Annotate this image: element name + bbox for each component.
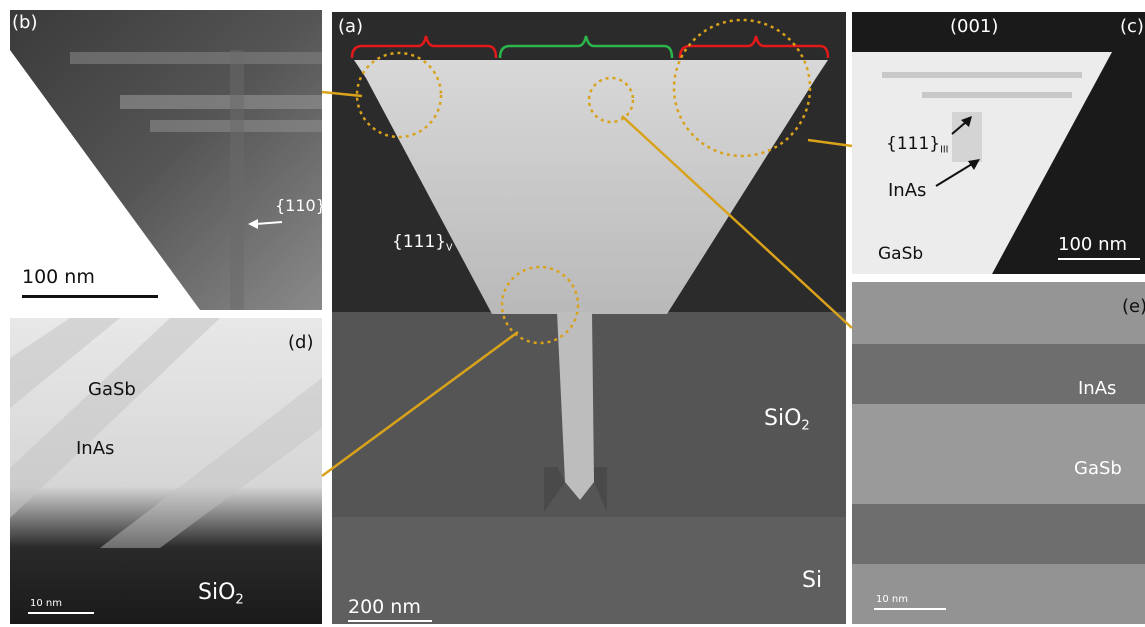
panel-a-substrate-label: Si [802, 568, 823, 593]
panel-b-label: (b) [12, 12, 38, 33]
panel-c-label: (c) [1120, 16, 1144, 37]
panel-d-material-2: InAs [76, 438, 115, 459]
panel-a-oxide-text: SiO [764, 406, 802, 431]
panel-b-scalebar [22, 295, 158, 298]
panel-e-scalebar [874, 608, 946, 610]
panel-a-oxide-label: SiO2 [764, 406, 810, 434]
panel-d-material-1: GaSb [88, 379, 136, 400]
panel-d-scalebar-label: 10 nm [30, 598, 62, 609]
panel-d-oxide-text: SiO [198, 580, 236, 605]
panel-c: (001) (c) {111}III InAs GaSb 100 nm [852, 12, 1145, 274]
panel-e-image [852, 282, 1145, 624]
panel-b-image [10, 10, 322, 310]
panel-c-scalebar-label: 100 nm [1058, 234, 1128, 255]
panel-a-label: (a) [338, 16, 364, 37]
panel-a: (a) {111}V SiO2 Si 200 nm [332, 12, 846, 624]
panel-c-facet-label: {111}III [886, 134, 948, 155]
panel-c-image [852, 12, 1145, 274]
panel-d: (d) GaSb InAs SiO2 10 nm [10, 318, 322, 624]
panel-a-facet-label: {111}V [392, 232, 453, 253]
panel-d-oxide-label: SiO2 [198, 580, 244, 608]
panel-a-facet-text: {111} [392, 232, 447, 252]
panel-d-label: (d) [288, 332, 314, 353]
panel-a-facet-sub: V [446, 242, 453, 254]
panel-a-scalebar [348, 620, 432, 622]
panel-e-label: (e) [1122, 296, 1145, 317]
panel-a-oxide-sub: 2 [801, 418, 810, 434]
panel-e-material-2: GaSb [1074, 458, 1122, 479]
panel-c-material-1: InAs [888, 180, 927, 201]
panel-e-scalebar-label: 10 nm [876, 594, 908, 605]
panel-e: (e) InAs GaSb 10 nm [852, 282, 1145, 624]
panel-a-scalebar-label: 200 nm [348, 596, 421, 618]
panel-d-oxide-sub: 2 [235, 592, 244, 608]
panel-d-scalebar [28, 612, 94, 614]
panel-c-material-2: GaSb [878, 244, 924, 264]
panel-c-orientation-label: (001) [950, 16, 999, 37]
panel-b-scalebar-label: 100 nm [22, 266, 95, 288]
panel-c-facet-sub: III [940, 144, 949, 156]
panel-c-facet-text: {111} [886, 134, 941, 154]
panel-b: (b) {110} 100 nm [10, 10, 322, 310]
panel-d-image [10, 318, 322, 624]
panel-a-image [332, 12, 846, 624]
panel-c-scalebar [1058, 258, 1140, 260]
panel-b-facet-label: {110} [275, 196, 322, 215]
panel-e-material-1: InAs [1078, 378, 1117, 399]
